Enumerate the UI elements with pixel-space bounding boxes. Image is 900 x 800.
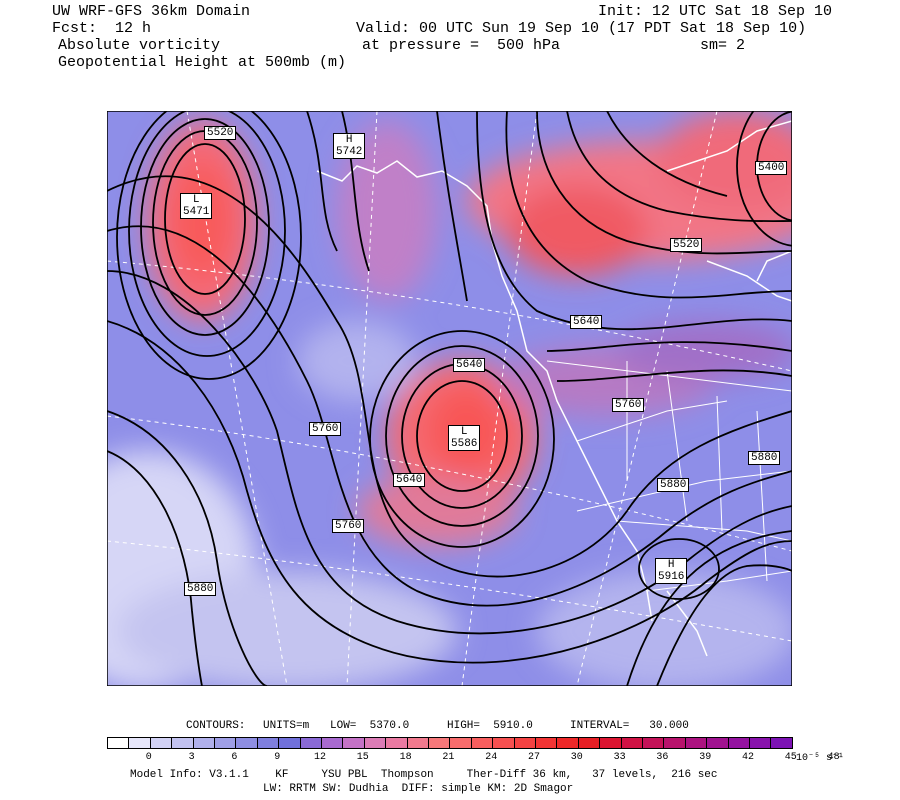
valid-time: Valid: 00 UTC Sun 19 Sep 10 (17 PDT Sat … xyxy=(356,20,807,37)
colorbar-tick: 18 xyxy=(399,752,412,763)
colorbar-cell xyxy=(256,737,280,749)
colorbar-cell xyxy=(577,737,601,749)
contours-low: LOW= 5370.0 xyxy=(330,720,410,732)
forecast-hour: Fcst: 12 h xyxy=(52,20,152,37)
colorbar-cell xyxy=(321,737,344,749)
contour-label-l5640a: 5640 xyxy=(570,315,603,329)
contours-label: CONTOURS: xyxy=(186,720,246,732)
colorbar-tick: 9 xyxy=(274,752,281,763)
contour-label-l5400: 5400 xyxy=(755,161,788,175)
contour-label-l5880b: 5880 xyxy=(657,478,690,492)
colorbar-cell xyxy=(385,737,408,749)
colorbar-cell xyxy=(428,737,451,749)
colorbar-tick: 15 xyxy=(356,752,369,763)
init-time: Init: 12 UTC Sat 18 Sep 10 xyxy=(598,3,833,20)
colorbar-cell xyxy=(171,737,194,749)
colorbar-tick: 12 xyxy=(314,752,327,763)
colorbar-tick: 24 xyxy=(485,752,498,763)
contour-label-l5880a: 5880 xyxy=(748,451,781,465)
colorbar-cell xyxy=(599,737,622,749)
colorbar-tick: 36 xyxy=(656,752,669,763)
colorbar-cell xyxy=(342,737,365,749)
coastlines xyxy=(316,120,792,657)
contours-interval: INTERVAL= 30.000 xyxy=(570,720,689,732)
contour-label-l5520b: 5520 xyxy=(670,238,703,252)
title-domain: UW WRF-GFS 36km Domain xyxy=(52,3,251,20)
colorbar-cell xyxy=(299,737,322,749)
colorbar-cell xyxy=(235,737,258,749)
contour-label-l5640b: 5640 xyxy=(453,358,486,372)
contour-label-l5640c: 5640 xyxy=(393,473,426,487)
contour-label-l5471: L 5471 xyxy=(180,193,213,219)
colorbar-cell xyxy=(214,737,237,749)
colorbar-cell xyxy=(663,737,686,749)
height-contours xyxy=(107,111,792,686)
contour-label-l5520a: 5520 xyxy=(204,126,237,140)
pressure-level: at pressure = 500 hPa xyxy=(362,37,561,54)
colorbar-cell xyxy=(128,737,151,749)
colorbar-tick: 3 xyxy=(188,752,195,763)
colorbar-cell xyxy=(620,737,643,749)
model-physics: LW: RRTM SW: Dudhia DIFF: simple KM: 2D … xyxy=(263,783,574,795)
colorbar-cell xyxy=(470,737,494,749)
colorbar-tick: 21 xyxy=(442,752,455,763)
colorbar-cell xyxy=(192,737,215,749)
colorbar-tick: 0 xyxy=(145,752,152,763)
colorbar-tick: 33 xyxy=(613,752,626,763)
colorbar-cell xyxy=(449,737,472,749)
contour-field-name: Geopotential Height at 500mb (m) xyxy=(58,54,347,71)
colorbar-cell xyxy=(727,737,750,749)
contour-label-l5760b: 5760 xyxy=(612,398,645,412)
colorbar-cell xyxy=(278,737,301,749)
political-borders xyxy=(546,360,792,592)
colorbar-tick: 48 xyxy=(827,752,840,763)
colorbar-cell xyxy=(706,737,729,749)
colorbar-cell xyxy=(492,737,515,749)
colorbar-tick: 45 xyxy=(784,752,797,763)
contour-label-l5880c: 5880 xyxy=(184,582,217,596)
colorbar-cell xyxy=(770,737,793,749)
field-name: Absolute vorticity xyxy=(58,37,221,54)
vorticity-map xyxy=(107,111,792,686)
colorbar-cell xyxy=(107,737,130,749)
colorbar-tick: 42 xyxy=(742,752,755,763)
colorbar-tick: 27 xyxy=(528,752,541,763)
contour-label-l5760c: 5760 xyxy=(332,519,365,533)
colorbar-tick: 39 xyxy=(699,752,712,763)
contour-label-l5586: L 5586 xyxy=(448,425,481,451)
colorbar-units: 10⁻⁵ s⁻¹ xyxy=(796,753,845,764)
colorbar-cell xyxy=(749,737,772,749)
colorbar-cell xyxy=(149,737,173,749)
contour-label-l5760a: 5760 xyxy=(309,422,342,436)
model-info: Model Info: V3.1.1 KF YSU PBL Thompson T… xyxy=(130,769,718,781)
colorbar-cell xyxy=(535,737,558,749)
contour-label-h5916: H 5916 xyxy=(655,558,688,584)
colorbar-cell xyxy=(513,737,536,749)
colorbar-tick: 30 xyxy=(570,752,583,763)
colorbar-tick: 6 xyxy=(231,752,238,763)
contour-label-h5742: H 5742 xyxy=(333,133,366,159)
colorbar-cell xyxy=(406,737,429,749)
contours-units: UNITS=m xyxy=(263,720,310,732)
colorbar-cell xyxy=(642,737,665,749)
colorbar-cell xyxy=(556,737,579,749)
colorbar-cell xyxy=(684,737,708,749)
contours-high: HIGH= 5910.0 xyxy=(447,720,533,732)
smoothing: sm= 2 xyxy=(700,37,746,54)
colorbar-cell xyxy=(363,737,387,749)
